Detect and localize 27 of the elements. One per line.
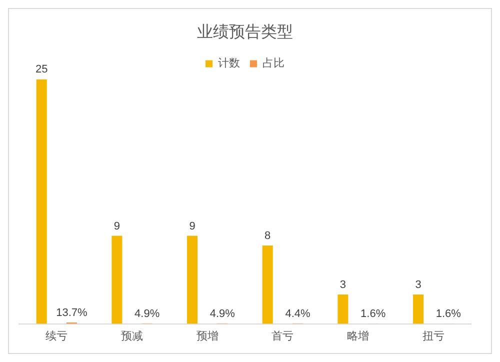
bar xyxy=(338,294,348,324)
x-tick-label: 预减 xyxy=(121,329,143,342)
x-tick-label: 扭亏 xyxy=(422,329,444,342)
legend-label: 占比 xyxy=(262,56,284,70)
bar xyxy=(186,236,198,324)
x-tick-label: 首亏 xyxy=(272,329,294,342)
x-tick-label: 略增 xyxy=(347,329,369,342)
data-label: 3 xyxy=(415,278,422,291)
legend-label: 计数 xyxy=(218,56,240,70)
data-label: 4.4% xyxy=(285,308,310,320)
bar xyxy=(262,246,273,324)
data-label: 9 xyxy=(189,220,196,232)
bar xyxy=(412,294,424,324)
x-tick-label: 预增 xyxy=(196,329,218,342)
data-label: 1.6% xyxy=(436,308,462,320)
data-label: 1.6% xyxy=(360,308,386,320)
bar xyxy=(36,79,47,324)
data-label: 4.9% xyxy=(134,308,160,320)
x-tick-label: 续亏 xyxy=(46,329,68,342)
data-label: 9 xyxy=(114,220,120,232)
bar xyxy=(112,236,122,324)
chart-title: 业绩预告类型 xyxy=(197,22,293,41)
data-label: 4.9% xyxy=(210,308,236,320)
data-label: 13.7% xyxy=(56,306,88,319)
data-label: 25 xyxy=(35,64,48,76)
data-label: 8 xyxy=(264,230,271,242)
data-label: 3 xyxy=(340,278,346,291)
